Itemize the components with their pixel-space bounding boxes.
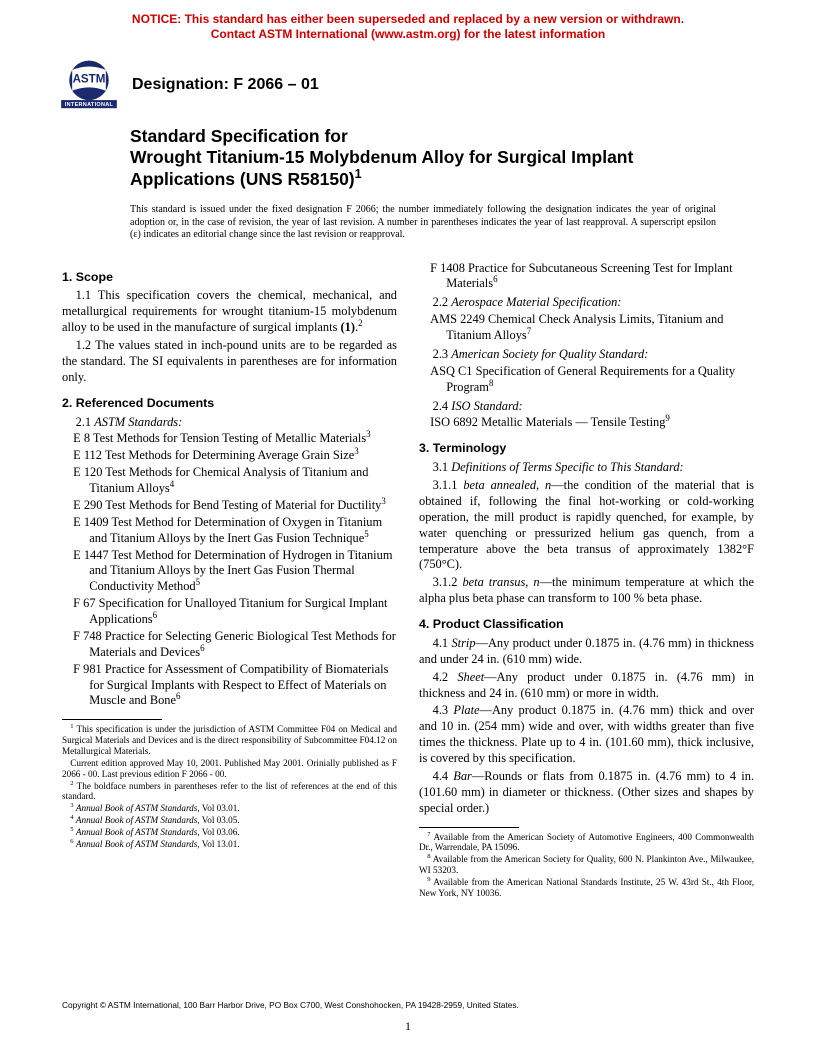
logo-text-bottom: INTERNATIONAL: [65, 102, 114, 108]
ref-item: ISO 6892 Metallic Materials — Tensile Te…: [419, 415, 754, 431]
ref-item: E 112 Test Methods for Determining Avera…: [62, 448, 397, 464]
designation: Designation: F 2066 – 01: [132, 76, 319, 94]
document-title: Standard Specification for Wrought Titan…: [0, 120, 816, 194]
footnote-separator: [419, 827, 519, 828]
section-4-head: 4. Product Classification: [419, 617, 754, 633]
footnote-6: 6 Annual Book of ASTM Standards, Vol 13.…: [62, 839, 397, 850]
body-columns: 1. Scope 1.1 This specification covers t…: [0, 248, 816, 900]
copyright: Copyright © ASTM International, 100 Barr…: [62, 1000, 754, 1010]
section-3-head: 3. Terminology: [419, 441, 754, 457]
footnote-1b: Current edition approved May 10, 2001. P…: [62, 758, 397, 780]
sub-2-4: 2.4 ISO Standard:: [419, 399, 754, 415]
ref-item: E 120 Test Methods for Chemical Analysis…: [62, 465, 397, 497]
title-line3: Applications (UNS R58150): [130, 169, 355, 189]
ref-item: E 1409 Test Method for Determination of …: [62, 515, 397, 547]
sub-2-1: 2.1 ASTM Standards:: [62, 415, 397, 431]
footnote-4: 4 Annual Book of ASTM Standards, Vol 03.…: [62, 815, 397, 826]
para-4-2: 4.2 Sheet—Any product under 0.1875 in. (…: [419, 670, 754, 702]
sub-2-2: 2.2 Aerospace Material Specification:: [419, 295, 754, 311]
footnote-5: 5 Annual Book of ASTM Standards, Vol 03.…: [62, 827, 397, 838]
title-line1: Standard Specification for: [130, 126, 348, 146]
notice-line1: NOTICE: This standard has either been su…: [132, 12, 684, 26]
ref-item: F 1408 Practice for Subcutaneous Screeni…: [419, 261, 754, 293]
para-1-2: 1.2 The values stated in inch-pound unit…: [62, 338, 397, 386]
ref-item: F 748 Practice for Selecting Generic Bio…: [62, 629, 397, 661]
right-column: F 1408 Practice for Subcutaneous Screeni…: [419, 260, 754, 900]
logo-text-top: ASTM: [73, 73, 106, 86]
ref-item: E 290 Test Methods for Bend Testing of M…: [62, 498, 397, 514]
left-column: 1. Scope 1.1 This specification covers t…: [62, 260, 397, 900]
footnote-1a: 1 This specification is under the jurisd…: [62, 724, 397, 757]
footnote-7: 7 Available from the American Society of…: [419, 832, 754, 854]
para-1-1: 1.1 This specification covers the chemic…: [62, 288, 397, 336]
ref-item: ASQ C1 Specification of General Requirem…: [419, 364, 754, 396]
section-1-head: 1. Scope: [62, 270, 397, 286]
ref-item: E 8 Test Methods for Tension Testing of …: [62, 431, 397, 447]
sub-3-1: 3.1 Definitions of Terms Specific to Thi…: [419, 460, 754, 476]
footnote-2: 2 The boldface numbers in parentheses re…: [62, 781, 397, 803]
footnote-separator: [62, 719, 162, 720]
para-4-4: 4.4 Bar—Rounds or flats from 0.1875 in. …: [419, 769, 754, 817]
notice-line2: Contact ASTM International (www.astm.org…: [211, 27, 605, 41]
header: ASTM INTERNATIONAL Designation: F 2066 –…: [0, 46, 816, 120]
ref-item: F 67 Specification for Unalloyed Titaniu…: [62, 596, 397, 628]
para-4-3: 4.3 Plate—Any product 0.1875 in. (4.76 m…: [419, 703, 754, 767]
title-line2: Wrought Titanium-15 Molybdenum Alloy for…: [130, 147, 633, 167]
ref-item: F 981 Practice for Assessment of Compati…: [62, 662, 397, 710]
para-4-1: 4.1 Strip—Any product under 0.1875 in. (…: [419, 636, 754, 668]
ref-item: AMS 2249 Chemical Check Analysis Limits,…: [419, 312, 754, 344]
footnote-3: 3 Annual Book of ASTM Standards, Vol 03.…: [62, 803, 397, 814]
footnote-8: 8 Available from the American Society fo…: [419, 854, 754, 876]
issued-note: This standard is issued under the fixed …: [0, 194, 816, 248]
notice-banner: NOTICE: This standard has either been su…: [0, 0, 816, 46]
title-sup: 1: [355, 167, 362, 181]
astm-logo: ASTM INTERNATIONAL: [60, 56, 118, 114]
sub-2-3: 2.3 American Society for Quality Standar…: [419, 347, 754, 363]
para-3-1-1: 3.1.1 beta annealed, n—the condition of …: [419, 478, 754, 573]
page-number: 1: [0, 1019, 816, 1034]
footnote-9: 9 Available from the American National S…: [419, 877, 754, 899]
section-2-head: 2. Referenced Documents: [62, 396, 397, 412]
para-3-1-2: 3.1.2 beta transus, n—the minimum temper…: [419, 575, 754, 607]
ref-item: E 1447 Test Method for Determination of …: [62, 548, 397, 596]
